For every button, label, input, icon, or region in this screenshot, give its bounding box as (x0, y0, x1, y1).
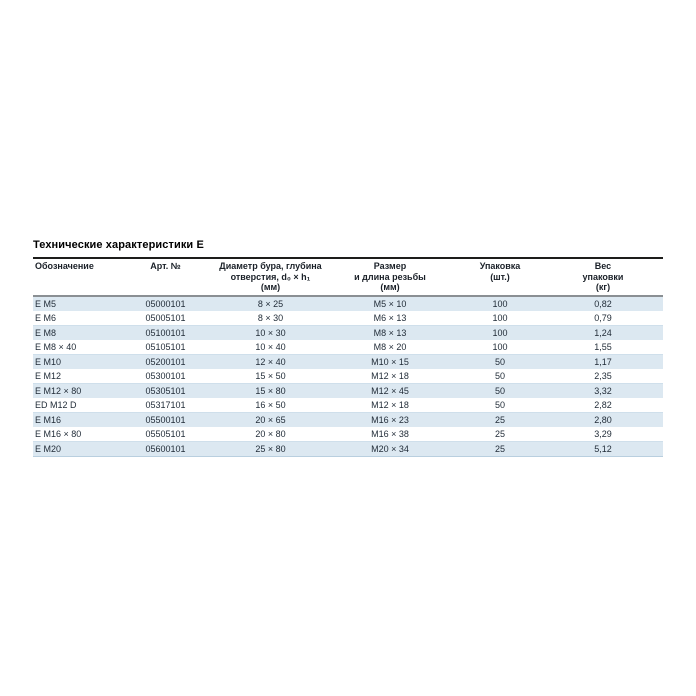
table-cell: M12 × 45 (323, 382, 457, 398)
table-cell: E M8 × 40 (35, 341, 77, 352)
table-cell: 8 × 30 (257, 312, 284, 323)
table-row: E M20 05600101 25 × 80 M20 × 34 25 5,12 (33, 440, 663, 457)
table-cell: 2,80 (543, 411, 663, 427)
table-title: Технические характеристики E (33, 239, 204, 251)
table-cell: M10 × 15 (323, 353, 457, 369)
table-cell: 25 × 80 (218, 440, 323, 457)
table-cell: 25 (457, 411, 543, 427)
table-row: E M16 × 80 05505101 20 × 80 M16 × 38 25 3,29 (33, 427, 663, 442)
table-cell: 10 × 30 (218, 324, 323, 340)
table-cell: 0,79 (594, 312, 612, 323)
column-header: Размер и длина резьбы (мм) (323, 258, 457, 297)
table-cell: 25 (494, 428, 505, 439)
table-cell: 05100101 (113, 324, 218, 340)
table-cell: 3,29 (594, 428, 612, 439)
table-cell: 05317101 (145, 399, 186, 410)
table-cell: 05000101 (145, 298, 186, 309)
table-cell: ED M12 D (35, 399, 77, 410)
table-cell: 2,35 (594, 370, 612, 381)
table-row: E M5 05000101 8 × 25 M5 × 10 100 0,82 (33, 295, 663, 311)
table-cell: E M20 (33, 440, 113, 457)
table-cell: 05500101 (113, 411, 218, 427)
header-row: Обозначение Арт. № Диаметр бура, глубина о… (33, 258, 663, 297)
table-cell: M6 × 13 (373, 312, 407, 323)
table-cell: 12 × 40 (218, 353, 323, 369)
table-cell: 100 (492, 312, 508, 323)
table-cell: 50 (494, 370, 505, 381)
table-cell: 100 (492, 298, 508, 309)
column-header: Обозначение (33, 258, 113, 297)
spec-table-section: Технические характеристики E Обозначение… (33, 239, 663, 457)
table-cell: 05005101 (145, 312, 186, 323)
table-row: E M6 05005101 8 × 30 M6 × 13 100 0,79 (33, 311, 663, 326)
table-cell: M16 × 23 (323, 411, 457, 427)
table-cell: 100 (492, 341, 508, 352)
table-cell: 50 (457, 353, 543, 369)
table-cell: E M12 (35, 370, 62, 381)
table-cell: 8 × 25 (257, 298, 284, 309)
table-cell: M16 × 38 (371, 428, 409, 439)
table-cell: 3,32 (543, 382, 663, 398)
table-cell: 05105101 (145, 341, 186, 352)
column-header: Диаметр бура, глубина отверстия, d₀ × h₁… (218, 258, 323, 297)
table-cell: E M16 × 80 (35, 428, 82, 439)
table-cell: 10 × 40 (255, 341, 286, 352)
table-cell: 1,55 (594, 341, 612, 352)
table-cell: 05505101 (145, 428, 186, 439)
table-cell: 05600101 (113, 440, 218, 457)
table-cell: 5,12 (543, 440, 663, 457)
column-header: Арт. № (113, 258, 218, 297)
table-cell: 20 × 65 (218, 411, 323, 427)
table-cell: E M6 (35, 312, 57, 323)
table-row: E M12 × 80 05305101 15 × 80 M12 × 45 50 3,32 (33, 382, 663, 398)
table-row: E M10 05200101 12 × 40 M10 × 15 50 1,17 (33, 353, 663, 369)
table-cell: 15 × 50 (255, 370, 286, 381)
table-cell: 05305101 (113, 382, 218, 398)
column-header: Упаковка (шт.) (457, 258, 543, 297)
table-cell: 1,17 (543, 353, 663, 369)
table-cell: E M5 (35, 298, 57, 309)
table-row: ED M12 D 05317101 16 × 50 M12 × 18 50 2,82 (33, 398, 663, 413)
table-cell: M8 × 20 (373, 341, 407, 352)
table-cell: 0,82 (594, 298, 612, 309)
table-cell: 50 (457, 382, 543, 398)
table-row: E M8 05100101 10 × 30 M8 × 13 100 1,24 (33, 324, 663, 340)
table-cell: E M8 (33, 324, 113, 340)
table-cell: 16 × 50 (255, 399, 286, 410)
table-cell: M12 × 18 (371, 370, 409, 381)
table-cell: 20 × 80 (255, 428, 286, 439)
table-row: E M16 05500101 20 × 65 M16 × 23 25 2,80 (33, 411, 663, 427)
table-cell: E M10 (33, 353, 113, 369)
table-cell: 15 × 80 (218, 382, 323, 398)
table-cell: 2,82 (594, 399, 612, 410)
table-cell: E M12 × 80 (33, 382, 113, 398)
table-cell: 05200101 (113, 353, 218, 369)
table-cell: 50 (494, 399, 505, 410)
column-header: Вес упаковки (кг) (543, 258, 663, 297)
table-row: E M8 × 40 05105101 10 × 40 M8 × 20 100 1,55 (33, 340, 663, 355)
table-cell: M8 × 13 (323, 324, 457, 340)
table-cell: 05300101 (145, 370, 186, 381)
table-cell: M12 × 18 (371, 399, 409, 410)
table-cell: M5 × 10 (373, 298, 407, 309)
table-cell: 25 (457, 440, 543, 457)
table-cell: M20 × 34 (323, 440, 457, 457)
table-cell: 100 (457, 324, 543, 340)
table-cell: E M16 (33, 411, 113, 427)
table-body: E M5 05000101 8 × 25 M5 × 10 100 0,82 E M6 0500… (33, 295, 663, 457)
spec-table: Обозначение Арт. № Диаметр бура, глубина о… (33, 257, 663, 457)
table-row: E M12 05300101 15 × 50 M12 × 18 50 2,35 (33, 369, 663, 384)
table-cell: 1,24 (543, 324, 663, 340)
